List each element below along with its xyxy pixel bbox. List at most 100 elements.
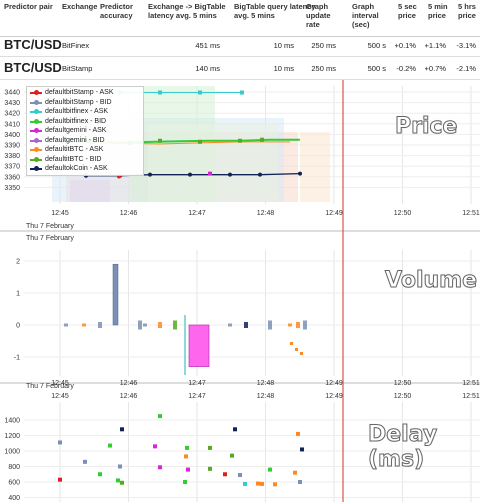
delay-point: [158, 465, 162, 470]
delay-point: [230, 453, 234, 458]
x-tick-label: 12:45: [51, 393, 69, 400]
delay-point: [118, 464, 122, 469]
price-point: [240, 90, 244, 95]
y-tick-label: 3440: [4, 90, 20, 97]
p5m-cell: +0.7%: [424, 64, 446, 73]
x-tick-label: 12:46: [120, 393, 138, 400]
y-tick-label: 2: [16, 259, 20, 266]
y-tick-label: 1400: [4, 418, 20, 425]
legend-swatch-icon: [30, 156, 42, 162]
delay-point: [108, 443, 112, 448]
col-header: 5 hrs price: [458, 2, 476, 20]
y-tick-label: 3380: [4, 153, 20, 160]
delay-chart-label: Delay (ms): [368, 422, 438, 473]
delay-point: [153, 444, 157, 449]
delay-point: [238, 473, 242, 478]
legend-swatch-icon: [30, 137, 42, 143]
y-tick-label: 3410: [4, 121, 20, 128]
legend-item[interactable]: defaultitBTC - ASK: [29, 145, 141, 155]
volume-bar: [268, 320, 272, 330]
legend-item[interactable]: defaultgemini - BID: [29, 136, 141, 146]
legend-swatch-icon: [30, 90, 42, 95]
legend-item[interactable]: defaultbitStamp - BID: [29, 98, 141, 108]
delay-point: [223, 472, 227, 477]
price-point: [258, 172, 262, 177]
delay-point: [185, 445, 189, 450]
legend-item[interactable]: defaultbitfinex - ASK: [29, 107, 141, 117]
delay-point: [233, 427, 237, 432]
volume-bar: [173, 320, 177, 330]
chart-legend[interactable]: defaultbitStamp - ASK defaultbitStamp - B…: [26, 86, 144, 176]
delay-point: [208, 466, 212, 471]
delay-point: [256, 481, 260, 486]
x-tick-label: 12:48: [257, 380, 275, 387]
legend-item[interactable]: defaultbitfinex - BID: [29, 117, 141, 127]
y-tick-label: 800: [8, 464, 20, 471]
x-tick-label: 12:46: [120, 380, 138, 387]
legend-label: defaultbitfinex - BID: [45, 117, 107, 125]
ex-latency-cell: 451 ms: [195, 41, 220, 50]
bt-latency-cell: 10 ms: [273, 64, 294, 73]
exchange-cell: BitFinex: [62, 41, 90, 50]
price-point: [148, 172, 152, 177]
legend-swatch-icon: [30, 166, 42, 171]
delay-point: [83, 459, 87, 464]
price-point: [298, 171, 302, 176]
legend-item[interactable]: defaultitBTC - BID: [29, 155, 141, 165]
col-header: 5 sec price: [398, 2, 417, 20]
legend-item[interactable]: defaultokCoin - ASK: [29, 164, 141, 174]
update-cell: 250 ms: [311, 41, 336, 50]
volume-bar: [64, 323, 68, 327]
delay-point: [58, 477, 62, 482]
legend-item[interactable]: defaultbitStamp - ASK: [29, 88, 141, 98]
x-tick-label: 12:51: [462, 380, 480, 387]
y-tick-label: 1200: [4, 433, 20, 440]
delay-point: [58, 440, 62, 445]
legend-item[interactable]: defaultgemini - ASK: [29, 126, 141, 136]
legend-label: defaultbitfinex - ASK: [45, 108, 109, 115]
x-tick-label: 12:46: [120, 210, 138, 217]
delay-point: [293, 470, 297, 475]
bt-latency-cell: 10 ms: [273, 41, 294, 50]
delay-point: [300, 447, 304, 452]
x-tick-label: 12:51: [462, 393, 480, 400]
interval-cell: 500 s: [367, 64, 386, 73]
table-row: BTC/USD BitStamp 140 ms 10 ms 250 ms 500…: [0, 57, 480, 80]
delay-point: [98, 472, 102, 477]
exchange-cell: BitStamp: [62, 64, 93, 73]
volume-bar: [82, 323, 86, 327]
y-tick-label: 3350: [4, 185, 20, 192]
legend-label: defaultbitStamp - ASK: [45, 89, 114, 96]
y-tick-label: 3430: [4, 100, 20, 107]
legend-swatch-icon: [30, 99, 42, 105]
x-tick-label: 12:45: [51, 380, 69, 387]
delay-point: [186, 467, 190, 472]
volume-bar: [158, 322, 162, 328]
volume-bar: [295, 348, 298, 351]
p5s-cell: -0.2%: [396, 64, 416, 73]
pair-cell: BTC/USD: [4, 37, 62, 52]
p5h-cell: -2.1%: [456, 64, 476, 73]
volume-bar: [290, 342, 293, 345]
p5s-cell: +0.1%: [394, 41, 416, 50]
p5m-cell: +1.1%: [424, 41, 446, 50]
legend-label: defaultokCoin - ASK: [45, 165, 108, 172]
x-tick-label: 12:50: [394, 210, 412, 217]
table-row: BTC/USD BitFinex 451 ms 10 ms 250 ms 500…: [0, 34, 480, 57]
col-header: BigTable query latency avg. 5 mins: [234, 2, 316, 20]
delay-point: [273, 482, 277, 487]
delay-point: [296, 431, 300, 436]
delay-point: [268, 467, 272, 472]
x-tick-label: 12:45: [51, 210, 69, 217]
volume-bar: [112, 263, 119, 326]
legend-label: defaultbitStamp - BID: [45, 98, 112, 106]
delay-point: [116, 478, 120, 483]
price-point: [260, 137, 264, 142]
volume-bar: [143, 323, 147, 327]
legend-swatch-icon: [30, 147, 42, 152]
price-point: [198, 90, 202, 95]
y-tick-label: 400: [8, 495, 20, 502]
pair-cell: BTC/USD: [4, 60, 62, 75]
date-label: Thu 7 February: [26, 383, 74, 390]
delay-point: [158, 414, 162, 419]
